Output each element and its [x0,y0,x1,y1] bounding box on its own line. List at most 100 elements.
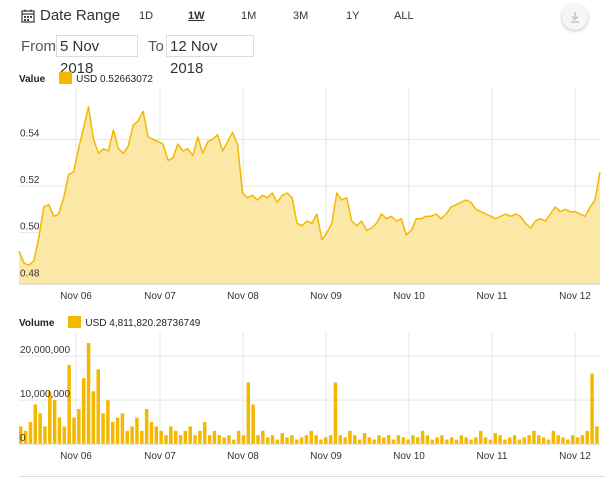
volume-bar [386,435,391,444]
volume-bar [527,435,531,444]
volume-bar [96,369,100,444]
volume-bar [290,435,294,444]
volume-bar [440,435,444,444]
volume-bar [246,382,251,444]
from-date-input[interactable]: 5 Nov 2018 [56,35,138,77]
volume-bar [556,435,560,444]
volume-bar [498,435,502,444]
volume-bar [406,439,410,444]
volume-bar [357,439,362,444]
volume-bar [459,435,464,444]
volume-bar [314,435,318,444]
to-date-input[interactable]: 12 Nov 2018 [166,35,254,77]
volume-bar [416,437,420,444]
value-y-tick-label: 0.48 [20,268,40,279]
volume-chart[interactable]: 0 10,000,000 20,000,000 Nov 06 Nov 07 Nov 08 N… [0,332,612,472]
volume-bar [164,435,168,444]
volume-bar [140,430,144,444]
volume-bar [188,426,192,444]
volume-bar [580,435,585,444]
volume-bar [362,433,367,444]
volume-bar [217,435,221,444]
volume-bar [275,439,280,444]
bottom-divider [19,476,605,477]
volume-bar [391,439,396,444]
volume-bar [173,430,178,444]
volume-bar [517,439,522,444]
range-1y-button[interactable]: 1Y [346,10,360,22]
volume-bar [193,435,197,444]
volume-bar [372,439,376,444]
volume-bar [62,426,67,444]
volume-bar [430,439,435,444]
volume-bar [449,437,454,444]
volume-legend-series: USD [85,318,107,329]
volume-bar [464,437,468,444]
volume-legend-title: Volume [19,318,55,329]
volume-y-tick-label: 10,000,000 [20,389,70,400]
volume-bar [125,430,130,444]
value-x-tick-label: Nov 10 [393,291,425,302]
volume-bar [261,430,265,444]
volume-bar [333,382,338,444]
volume-bar [483,437,488,444]
to-label: To [148,38,164,55]
volume-bar [178,435,183,444]
volume-bar [541,437,546,444]
value-chart[interactable]: 0.48 0.50 0.52 0.54 Nov 06 Nov 07 Nov 08 Nov 09… [0,88,612,306]
volume-bar [343,437,347,444]
volume-bar [493,433,497,444]
volume-bar [232,439,236,444]
volume-bar [236,430,241,444]
value-y-tick-label: 0.54 [20,128,40,139]
volume-bar [566,439,570,444]
value-y-tick-label: 0.50 [20,222,40,233]
volume-bar [512,435,517,444]
volume-bar [299,437,304,444]
range-all-button[interactable]: ALL [394,10,414,22]
volume-bar [154,426,159,444]
volume-bar [130,426,134,444]
volume-bar [202,422,207,444]
range-3m-button[interactable]: 3M [293,10,309,22]
volume-bar [319,439,323,444]
volume-bar [67,364,71,444]
volume-bar [19,426,23,444]
volume-legend: Volume USD 4,811,820.28736749 [19,316,200,329]
volume-bar [532,430,536,444]
volume-bar [23,430,28,444]
volume-bar [575,437,580,444]
volume-bar [590,373,594,444]
volume-bar [474,437,478,444]
volume-bar [324,437,328,444]
value-x-tick-label: Nov 08 [227,291,259,302]
volume-bar [309,430,313,444]
date-filter: From 5 Nov 2018 To 12 Nov 2018 [0,34,612,77]
volume-bar [411,435,415,444]
value-legend-current: 0.52663072 [100,74,153,85]
volume-bar [81,378,86,444]
volume-legend-swatch[interactable] [68,316,82,328]
range-1m-button[interactable]: 1M [241,10,257,22]
volume-bar [256,435,260,444]
volume-x-tick-label: Nov 09 [310,451,342,462]
range-1d-button[interactable]: 1D [139,10,154,22]
calendar-icon[interactable] [21,9,35,23]
volume-bar [135,417,139,444]
volume-x-tick-label: Nov 10 [393,451,425,462]
range-1w-button[interactable]: 1W [188,10,205,22]
volume-bar [435,437,439,444]
value-x-tick-label: Nov 12 [559,291,591,302]
volume-bar [212,430,217,444]
download-button[interactable] [562,4,588,30]
volume-bar [33,404,38,444]
volume-bar [77,408,81,444]
volume-bar [454,439,459,444]
volume-bar [420,430,425,444]
volume-bar [570,435,575,444]
volume-bar [265,437,270,444]
volume-legend-current: 4,811,820.28736749 [109,318,201,329]
volume-bar [86,343,91,444]
value-legend-swatch[interactable] [59,72,73,84]
value-legend: Value USD 0.52663072 [19,72,153,85]
